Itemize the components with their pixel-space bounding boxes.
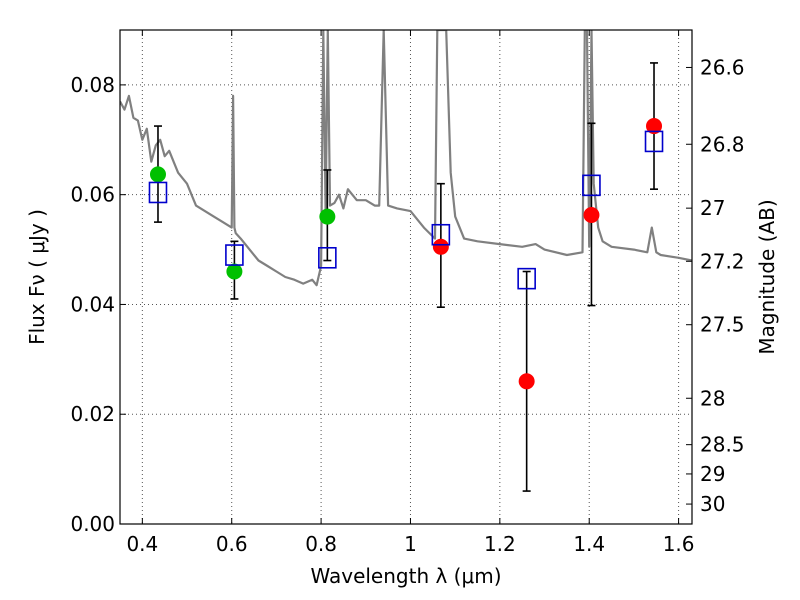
model-point-square xyxy=(644,130,664,153)
x-tick-label: 1.2 xyxy=(484,532,516,556)
red-data-point xyxy=(583,206,600,223)
mag-tick-label: 28 xyxy=(700,386,725,410)
points-layer xyxy=(148,62,664,492)
mag-tick-label: 30 xyxy=(700,492,725,516)
mag-tick-label: 26.6 xyxy=(700,55,745,79)
grid xyxy=(120,30,692,525)
model-point-square xyxy=(318,246,337,269)
y-axis-label-right: Magnitude (AB) xyxy=(755,199,779,354)
mag-tick-label: 26.8 xyxy=(700,132,745,156)
x-tick-label: 1.4 xyxy=(573,532,605,556)
x-tick-label: 0.6 xyxy=(216,532,248,556)
model-point-square xyxy=(582,174,601,197)
green-data-point xyxy=(149,166,166,183)
plot-frame xyxy=(119,29,693,525)
model-point-square xyxy=(225,244,244,266)
green-data-point xyxy=(226,263,243,280)
green-data-point xyxy=(319,208,336,225)
spectrum-line xyxy=(120,30,692,287)
y-axis-label-left: Flux Fν ( μJy ) xyxy=(25,209,49,345)
y-tick-label: 0.02 xyxy=(70,402,115,426)
x-tick-label: 0.4 xyxy=(126,532,158,556)
red-data-point xyxy=(646,118,663,135)
y-tick-label: 0.06 xyxy=(70,183,115,207)
model-point-square xyxy=(148,181,168,204)
mag-tick-label: 29 xyxy=(700,462,725,486)
ticks-layer: 0.4 0.6 0.8 1 1.2 1.4 1.6 0.00 0.02 0.04 0.06 0.08 2… xyxy=(70,30,745,556)
model-point-square xyxy=(431,223,451,246)
y-tick-label: 0.00 xyxy=(70,512,115,536)
mag-tick-label: 28.5 xyxy=(700,433,745,457)
x-tick-label: 1.6 xyxy=(663,532,695,556)
x-tick-label: 0.8 xyxy=(305,532,337,556)
model-point-square xyxy=(517,267,536,290)
spectrum-layer xyxy=(120,30,692,287)
mag-tick-label: 27.2 xyxy=(700,249,745,273)
x-axis-label: Wavelength λ (μm) xyxy=(310,564,501,588)
y-tick-label: 0.04 xyxy=(70,292,115,316)
red-data-point xyxy=(432,238,449,255)
y-tick-label: 0.08 xyxy=(70,73,115,97)
mag-tick-label: 27.5 xyxy=(700,313,745,337)
red-data-point xyxy=(518,373,535,390)
x-tick-label: 1 xyxy=(404,532,417,556)
mag-tick-label: 27 xyxy=(700,196,725,220)
